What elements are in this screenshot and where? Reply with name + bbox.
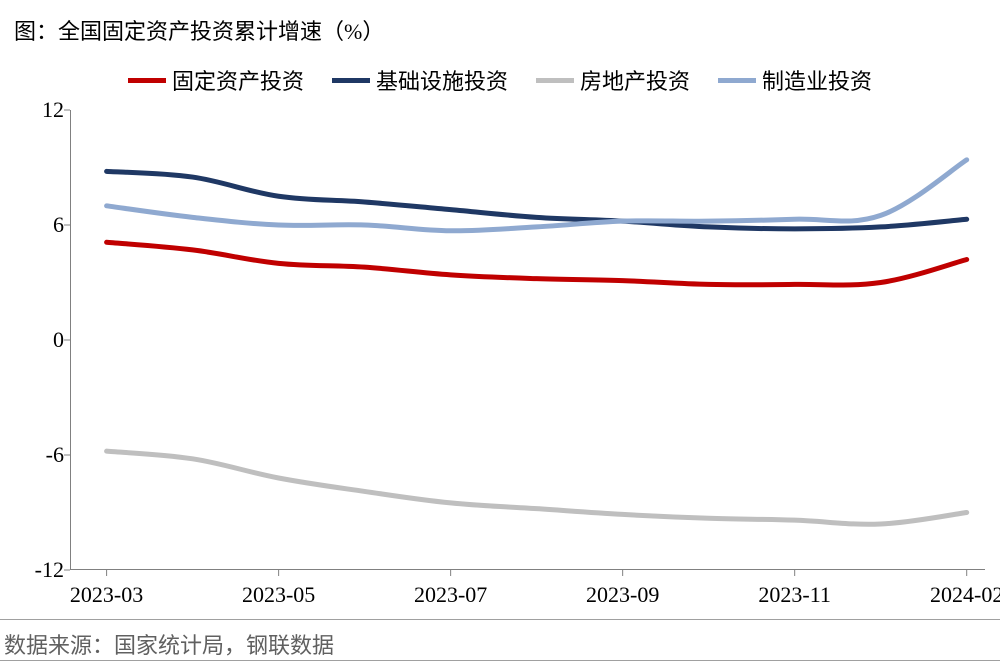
x-tick-label: 2023-03 [70,582,143,608]
y-tick-label: 6 [8,212,64,238]
legend-swatch [128,78,166,83]
x-tick-label: 2023-09 [586,582,659,608]
y-tick-label: 12 [8,97,64,123]
x-tick-label: 2023-07 [414,582,487,608]
x-tick-label: 2023-05 [242,582,315,608]
legend-swatch [332,78,370,83]
legend-item: 房地产投资 [536,64,690,96]
legend-swatch [718,78,756,83]
x-tick-label: 2023-11 [758,582,831,608]
legend-label: 制造业投资 [762,64,872,96]
y-tick-label: -12 [8,557,64,583]
chart-container: 图：全国固定资产投资累计增速（%） 固定资产投资 基础设施投资 房地产投资 制造业投资… [0,0,1000,664]
legend-item: 制造业投资 [718,64,872,96]
y-tick-label: 0 [8,327,64,353]
plot-area [70,110,985,570]
source-rule-bottom [0,660,1000,661]
legend-item: 固定资产投资 [128,64,304,96]
legend-label: 基础设施投资 [376,64,508,96]
legend-swatch [536,78,574,83]
legend: 固定资产投资 基础设施投资 房地产投资 制造业投资 [0,64,1000,96]
legend-item: 基础设施投资 [332,64,508,96]
x-tick-label: 2024-02 [930,582,1000,608]
chart-title: 图：全国固定资产投资累计增速（%） [0,0,1000,46]
source-rule-top [0,619,1000,620]
chart-svg [70,110,985,570]
legend-label: 房地产投资 [580,64,690,96]
source-text: 数据来源：国家统计局，钢联数据 [4,628,334,660]
legend-label: 固定资产投资 [172,64,304,96]
y-tick-label: -6 [8,442,64,468]
